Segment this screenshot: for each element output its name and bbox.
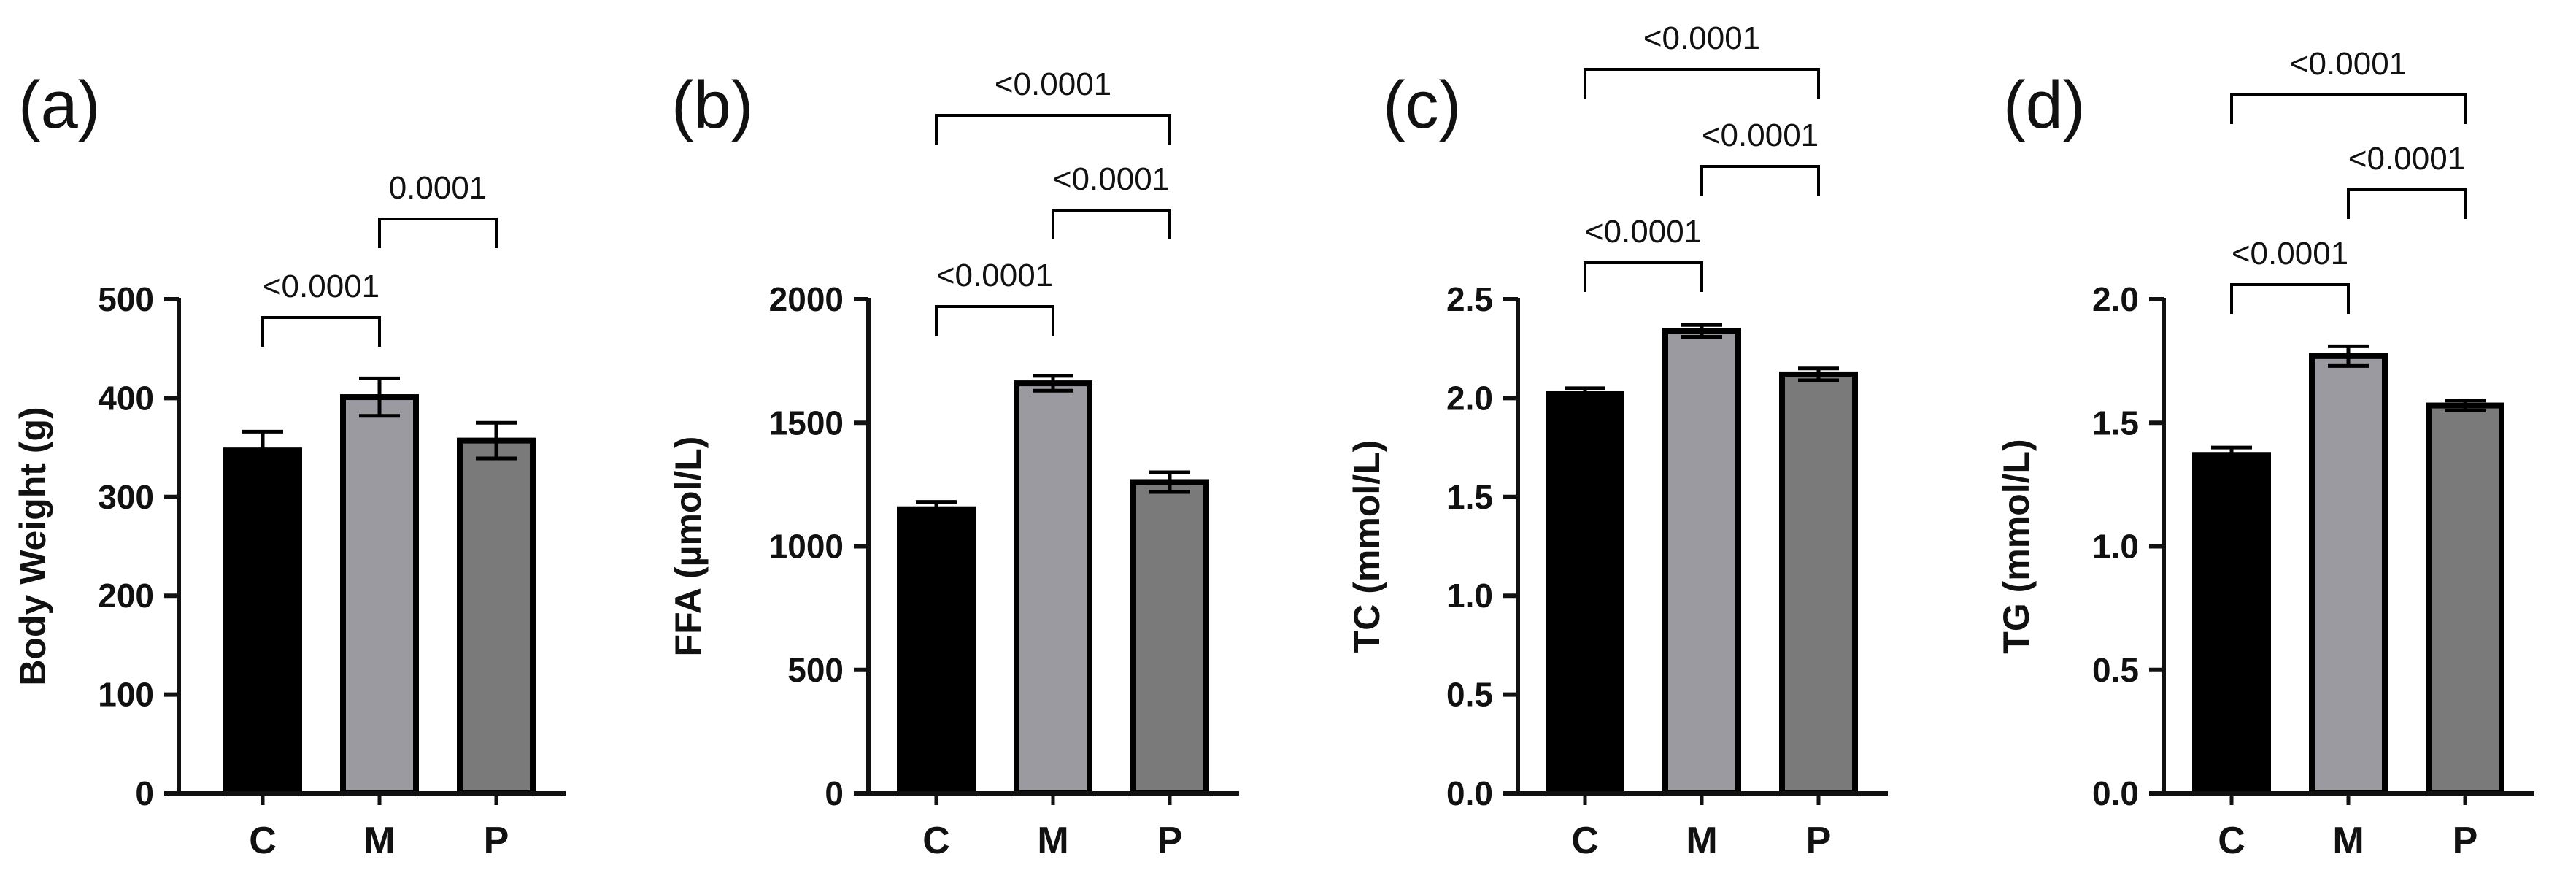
significance-bracket — [935, 305, 1054, 336]
y-tick-label: 200 — [98, 577, 154, 615]
bar-P — [2426, 402, 2504, 796]
y-tick-label: 100 — [98, 676, 154, 714]
x-tick-label-P: P — [1806, 820, 1832, 862]
significance-label: <0.0001 — [263, 269, 379, 304]
bar-M — [2309, 353, 2388, 797]
bar-M — [1662, 328, 1741, 796]
bar-M — [1014, 380, 1092, 796]
y-tick-label: 2.5 — [1446, 280, 1493, 318]
y-tick-label: 400 — [98, 379, 154, 417]
significance-bracket — [2347, 188, 2467, 219]
bar-M — [340, 394, 419, 796]
y-axis-title: Body Weight (g) — [12, 407, 53, 685]
y-tick-label: 1.0 — [1446, 577, 1493, 615]
bar-P — [1130, 479, 1209, 796]
significance-label: <0.0001 — [1053, 161, 1170, 197]
y-tick-label: 0.5 — [2092, 651, 2139, 689]
chart-panel-c: C M P 0.0 0.5 1.0 1.5 2.0 2.5 TC (mmol/L) <0.0001 <… — [1346, 20, 1888, 862]
significance-bracket — [935, 114, 1171, 145]
bar-C — [1546, 390, 1624, 796]
significance-label: <0.0001 — [995, 66, 1111, 102]
y-tick-label: 1.5 — [1446, 478, 1493, 516]
significance-bracket — [2230, 283, 2350, 314]
x-tick-label-C: C — [1571, 820, 1599, 862]
x-tick-label-P: P — [1157, 820, 1183, 862]
significance-bracket — [2230, 93, 2467, 124]
significance-label: <0.0001 — [2232, 236, 2348, 272]
y-tick-label: 1500 — [769, 404, 844, 442]
y-tick-label: 2.0 — [1446, 379, 1493, 417]
significance-label: <0.0001 — [1702, 118, 1819, 153]
panel-c-label: (c) — [1383, 68, 1461, 142]
y-axis-title: TG (mmol/L) — [1996, 439, 2037, 653]
x-tick-label-C: C — [2218, 820, 2245, 862]
panel-b-label: (b) — [671, 68, 753, 142]
chart-panel-a: C M P 0 100 200 300 400 500 Body Weight (g) <0.000… — [12, 170, 566, 862]
significance-bracket — [1052, 209, 1171, 239]
significance-bracket — [1584, 68, 1820, 99]
y-axis-title: TC (mmol/L) — [1346, 440, 1387, 653]
bar-P — [457, 437, 536, 796]
x-tick-label-C: C — [922, 820, 950, 862]
x-tick-label-P: P — [484, 820, 509, 862]
x-tick-label-M: M — [1037, 820, 1068, 862]
y-axis-title: FFA (µmol/L) — [668, 436, 709, 657]
y-tick-label: 2.0 — [2092, 280, 2139, 318]
significance-bracket — [378, 218, 498, 248]
significance-label: <0.0001 — [2348, 141, 2465, 177]
significance-label: 0.0001 — [389, 170, 487, 206]
y-tick-label: 0.0 — [2092, 774, 2139, 812]
y-tick-label: 0.5 — [1446, 676, 1493, 714]
x-tick-label-P: P — [2453, 820, 2478, 862]
x-tick-label-M: M — [1686, 820, 1717, 862]
x-tick-label-M: M — [2332, 820, 2364, 862]
significance-label: <0.0001 — [1585, 214, 1702, 250]
y-tick-label: 1.0 — [2092, 528, 2139, 566]
bar-C — [897, 506, 976, 796]
bar-C — [223, 447, 302, 796]
x-tick-label-C: C — [249, 820, 277, 862]
significance-label: <0.0001 — [2290, 46, 2407, 82]
significance-bracket — [1700, 165, 1820, 196]
chart-panel-b: C M P 0 500 1000 1500 2000 FFA (µmol/L) <0.0001 <0… — [668, 66, 1239, 862]
y-tick-label: 500 — [98, 280, 154, 318]
significance-label: <0.0001 — [1643, 20, 1760, 56]
y-tick-label: 1.5 — [2092, 404, 2139, 442]
chart-panel-d: C M P 0.0 0.5 1.0 1.5 2.0 TG (mmol/L) <0.0001 <0.0… — [1996, 46, 2534, 862]
bar-P — [1779, 371, 1858, 796]
y-tick-label: 500 — [787, 651, 844, 689]
y-tick-label: 1000 — [769, 528, 844, 566]
x-tick-label-M: M — [363, 820, 395, 862]
significance-bracket — [1584, 261, 1703, 292]
significance-bracket — [261, 316, 381, 347]
significance-label: <0.0001 — [936, 258, 1053, 293]
y-tick-label: 0 — [825, 774, 844, 812]
panel-a-label: (a) — [18, 68, 100, 142]
panel-d-label: (d) — [2003, 68, 2085, 142]
bar-C — [2192, 452, 2271, 796]
y-tick-label: 0.0 — [1446, 774, 1493, 812]
y-tick-label: 300 — [98, 478, 154, 516]
y-tick-label: 2000 — [769, 280, 844, 318]
y-tick-label: 0 — [135, 774, 154, 812]
